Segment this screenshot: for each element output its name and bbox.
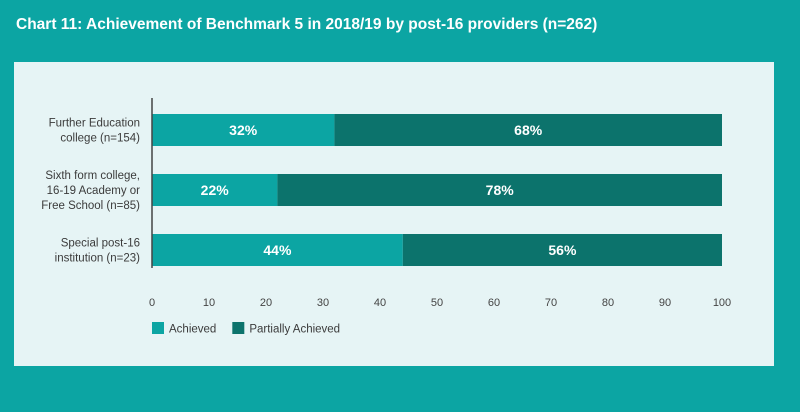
x-tick-label: 80 <box>602 297 614 309</box>
chart-title: Chart 11: Achievement of Benchmark 5 in … <box>16 16 598 33</box>
category-label: 16-19 Academy or <box>47 185 141 197</box>
chart-panel: 32% 68% Further Education college (n=154) 22… <box>14 62 774 366</box>
x-tick-label: 70 <box>545 297 557 309</box>
category-label: Sixth form college, <box>45 170 140 182</box>
bar-segment-achieved <box>152 114 335 146</box>
x-tick-label: 90 <box>659 297 671 309</box>
data-label: 56% <box>548 242 577 258</box>
data-label: 22% <box>201 182 230 198</box>
data-label: 78% <box>486 182 515 198</box>
category-label: Special post-16 <box>61 238 140 250</box>
x-tick-label: 40 <box>374 297 386 309</box>
bar-segment-achieved <box>152 174 278 206</box>
stacked-bar-chart: 32% 68% Further Education college (n=154) 22… <box>41 98 731 336</box>
bar-segment-partially-achieved <box>334 114 722 146</box>
data-label: 68% <box>514 122 543 138</box>
x-tick-label: 60 <box>488 297 500 309</box>
bar-segment-partially-achieved <box>277 174 722 206</box>
x-tick-label: 10 <box>203 297 215 309</box>
data-label: 44% <box>263 242 292 258</box>
category-label: college (n=154) <box>60 133 140 145</box>
legend-label: Achieved <box>169 324 216 336</box>
legend-swatch-partially-achieved <box>232 322 245 334</box>
category-label: Further Education <box>49 118 140 130</box>
x-tick-label: 50 <box>431 297 443 309</box>
data-label: 32% <box>229 122 258 138</box>
legend-label: Partially Achieved <box>249 324 340 336</box>
bar-segment-achieved <box>152 234 403 266</box>
bar-segment-partially-achieved <box>402 234 722 266</box>
category-label: institution (n=23) <box>55 253 141 265</box>
x-tick-label: 100 <box>713 297 731 309</box>
x-tick-label: 20 <box>260 297 272 309</box>
legend-swatch-achieved <box>152 322 164 334</box>
x-tick-label: 0 <box>149 297 155 309</box>
x-tick-label: 30 <box>317 297 329 309</box>
category-label: Free School (n=85) <box>41 200 140 212</box>
